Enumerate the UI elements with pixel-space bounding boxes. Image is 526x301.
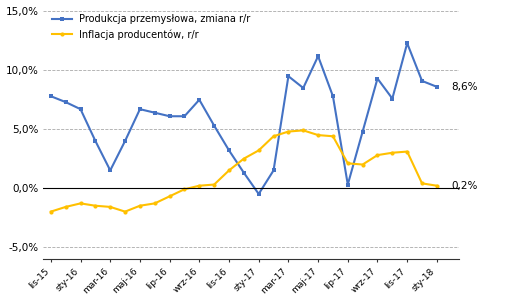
Inflacja producentów, r/r (92, 204, 98, 208)
Inflacja producentów, r/r (359, 163, 366, 166)
Inflacja producentów, r/r (151, 202, 158, 205)
Produkcja przemysłowa, zmiana r/r (63, 100, 69, 104)
Inflacja producentów, r/r (211, 183, 217, 186)
Produkcja przemysłowa, zmiana r/r (196, 98, 203, 101)
Produkcja przemysłowa, zmiana r/r (166, 114, 173, 118)
Inflacja producentów, r/r (315, 133, 321, 137)
Inflacja producentów, r/r (226, 169, 232, 172)
Produkcja przemysłowa, zmiana r/r (137, 107, 143, 111)
Inflacja producentów, r/r (285, 130, 291, 133)
Legend: Produkcja przemysłowa, zmiana r/r, Inflacja producentów, r/r: Produkcja przemysłowa, zmiana r/r, Infla… (48, 11, 255, 44)
Text: 0,2%: 0,2% (452, 181, 478, 191)
Inflacja producentów, r/r (300, 129, 307, 132)
Inflacja producentów, r/r (330, 135, 336, 138)
Inflacja producentów, r/r (241, 157, 247, 160)
Inflacja producentów, r/r (48, 210, 54, 213)
Produkcja przemysłowa, zmiana r/r (48, 95, 54, 98)
Inflacja producentów, r/r (434, 184, 440, 188)
Produkcja przemysłowa, zmiana r/r (419, 79, 425, 83)
Produkcja przemysłowa, zmiana r/r (151, 111, 158, 114)
Inflacja producentów, r/r (63, 205, 69, 209)
Produkcja przemysłowa, zmiana r/r (77, 107, 84, 111)
Produkcja przemysłowa, zmiana r/r (256, 192, 262, 196)
Produkcja przemysłowa, zmiana r/r (404, 42, 410, 45)
Produkcja przemysłowa, zmiana r/r (359, 130, 366, 133)
Produkcja przemysłowa, zmiana r/r (211, 124, 217, 127)
Produkcja przemysłowa, zmiana r/r (345, 183, 351, 186)
Inflacja producentów, r/r (404, 150, 410, 154)
Inflacja producentów, r/r (256, 149, 262, 152)
Produkcja przemysłowa, zmiana r/r (375, 77, 381, 80)
Produkcja przemysłowa, zmiana r/r (122, 139, 128, 143)
Produkcja przemysłowa, zmiana r/r (315, 54, 321, 58)
Produkcja przemysłowa, zmiana r/r (434, 85, 440, 88)
Produkcja przemysłowa, zmiana r/r (270, 169, 277, 172)
Line: Produkcja przemysłowa, zmiana r/r: Produkcja przemysłowa, zmiana r/r (48, 41, 439, 196)
Inflacja producentów, r/r (107, 205, 114, 209)
Produkcja przemysłowa, zmiana r/r (285, 74, 291, 78)
Produkcja przemysłowa, zmiana r/r (330, 95, 336, 98)
Inflacja producentów, r/r (77, 202, 84, 205)
Inflacja producentów, r/r (375, 153, 381, 157)
Text: 8,6%: 8,6% (452, 82, 478, 92)
Produkcja przemysłowa, zmiana r/r (181, 114, 188, 118)
Inflacja producentów, r/r (166, 194, 173, 198)
Inflacja producentów, r/r (345, 162, 351, 165)
Produkcja przemysłowa, zmiana r/r (389, 97, 396, 101)
Produkcja przemysłowa, zmiana r/r (226, 149, 232, 152)
Inflacja producentów, r/r (137, 204, 143, 208)
Produkcja przemysłowa, zmiana r/r (300, 86, 307, 90)
Inflacja producentów, r/r (389, 151, 396, 154)
Produkcja przemysłowa, zmiana r/r (241, 171, 247, 175)
Produkcja przemysłowa, zmiana r/r (107, 169, 114, 172)
Inflacja producentów, r/r (196, 184, 203, 188)
Inflacja producentów, r/r (270, 135, 277, 138)
Line: Inflacja producentów, r/r: Inflacja producentów, r/r (49, 128, 439, 214)
Inflacja producentów, r/r (122, 210, 128, 213)
Inflacja producentów, r/r (181, 188, 188, 191)
Inflacja producentów, r/r (419, 182, 425, 185)
Produkcja przemysłowa, zmiana r/r (92, 139, 98, 143)
